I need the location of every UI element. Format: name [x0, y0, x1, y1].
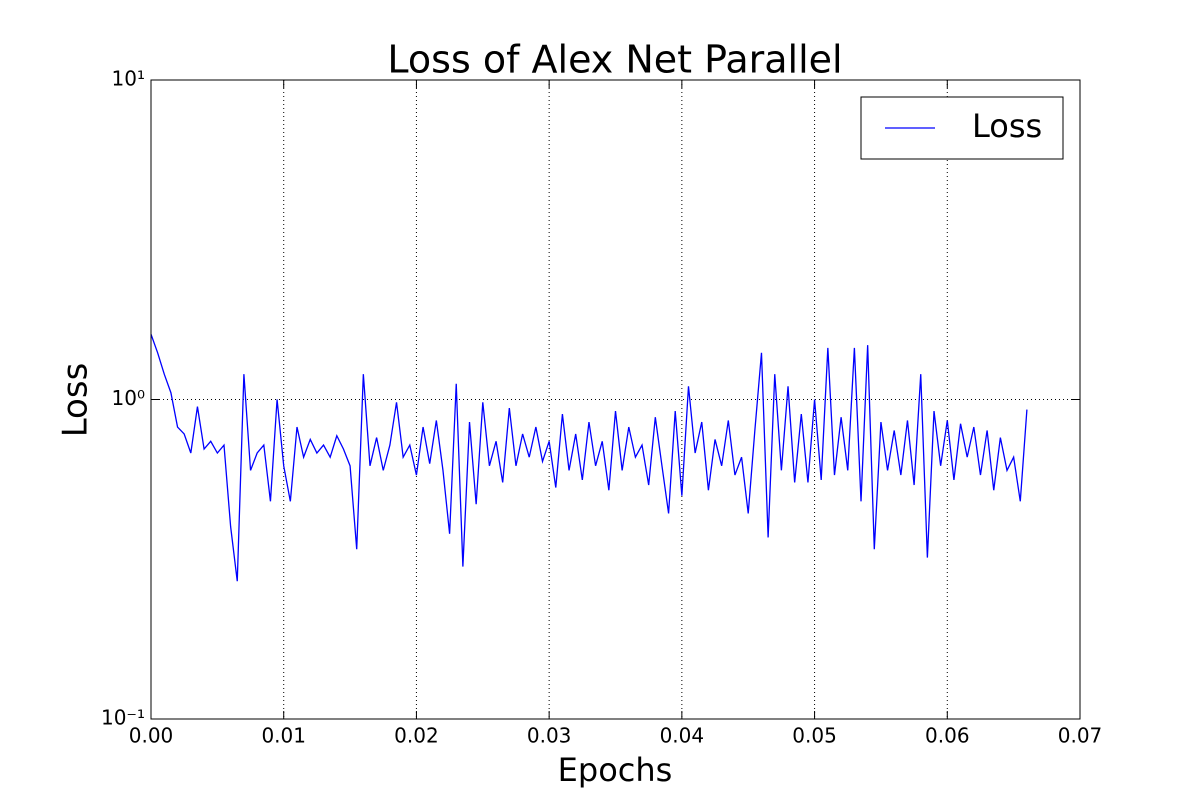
plot-frame [150, 79, 1081, 720]
x-tick-label: 0.02 [394, 724, 439, 748]
y-tick-label: 10⁻¹ [101, 706, 145, 730]
loss-line [150, 334, 1028, 582]
x-tick-label: 0.00 [129, 724, 174, 748]
x-tick-label: 0.07 [1058, 724, 1103, 748]
x-tick-label: 0.06 [925, 724, 970, 748]
x-tick-label: 0.04 [660, 724, 705, 748]
x-tick-label: 0.01 [261, 724, 306, 748]
chart-title: Loss of Alex Net Parallel [387, 38, 842, 82]
x-tick-label: 0.05 [792, 724, 837, 748]
y-tick-label: 10⁰ [112, 386, 145, 410]
legend-label: Loss [972, 107, 1042, 145]
y-tick-label: 10¹ [112, 67, 145, 91]
x-tick-label: 0.03 [527, 724, 572, 748]
x-axis-label: Epochs [558, 751, 673, 789]
y-axis-label: Loss [56, 363, 96, 438]
